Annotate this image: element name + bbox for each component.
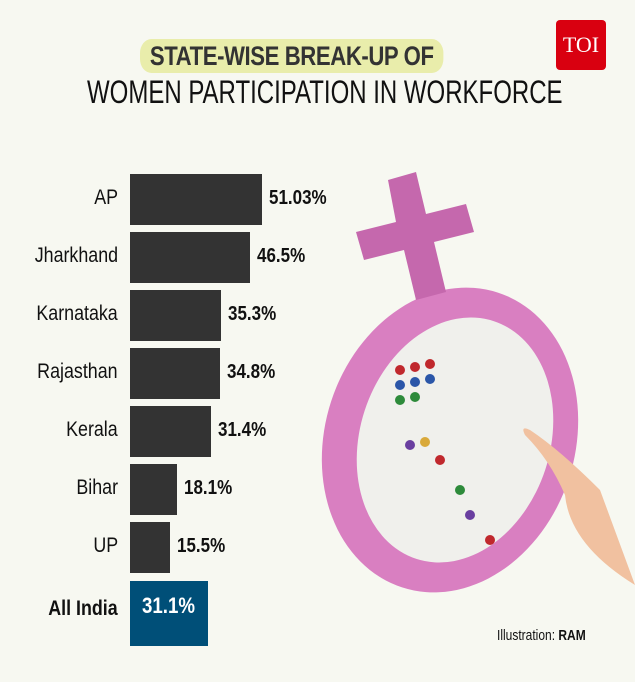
data-label: 51.03% bbox=[268, 187, 327, 209]
venus-cross bbox=[356, 172, 474, 300]
data-label: 31.4% bbox=[218, 419, 267, 441]
bar bbox=[130, 522, 170, 573]
category-label: All India bbox=[48, 597, 118, 620]
category-label: Rajasthan bbox=[37, 360, 118, 383]
data-label: 35.3% bbox=[228, 303, 277, 325]
data-label: 31.1% bbox=[142, 593, 196, 618]
title-line-2: WOMEN PARTICIPATION IN WORKFORCE bbox=[87, 74, 563, 110]
category-label: Bihar bbox=[76, 476, 118, 499]
bar bbox=[130, 232, 250, 283]
credit-name: RAM bbox=[558, 627, 586, 644]
bar bbox=[130, 348, 220, 399]
pointing-hand bbox=[523, 428, 635, 585]
data-label: 18.1% bbox=[183, 477, 232, 499]
all-india-bar bbox=[130, 581, 208, 646]
category-label: AP bbox=[94, 186, 118, 209]
data-label: 34.8% bbox=[226, 361, 275, 383]
category-label: Kerala bbox=[66, 418, 118, 441]
illustration-credit: Illustration: RAM bbox=[497, 627, 586, 644]
data-label: 15.5% bbox=[176, 535, 226, 557]
title-line-1: STATE-WISE BREAK-UP OF bbox=[140, 39, 444, 73]
category-label: UP bbox=[93, 534, 118, 557]
abacus-beads bbox=[395, 359, 495, 545]
abacus-face bbox=[356, 317, 554, 563]
bar bbox=[130, 406, 211, 457]
category-label: Karnataka bbox=[36, 302, 118, 325]
credit-label: Illustration: bbox=[497, 627, 556, 644]
category-label: Jharkhand bbox=[34, 244, 118, 267]
bar bbox=[130, 290, 222, 341]
bar bbox=[130, 174, 262, 225]
data-label: 46.5% bbox=[256, 245, 306, 267]
toi-logo: TOI bbox=[556, 20, 606, 70]
bar bbox=[130, 464, 177, 515]
abacus-venus-illustration bbox=[321, 172, 635, 593]
